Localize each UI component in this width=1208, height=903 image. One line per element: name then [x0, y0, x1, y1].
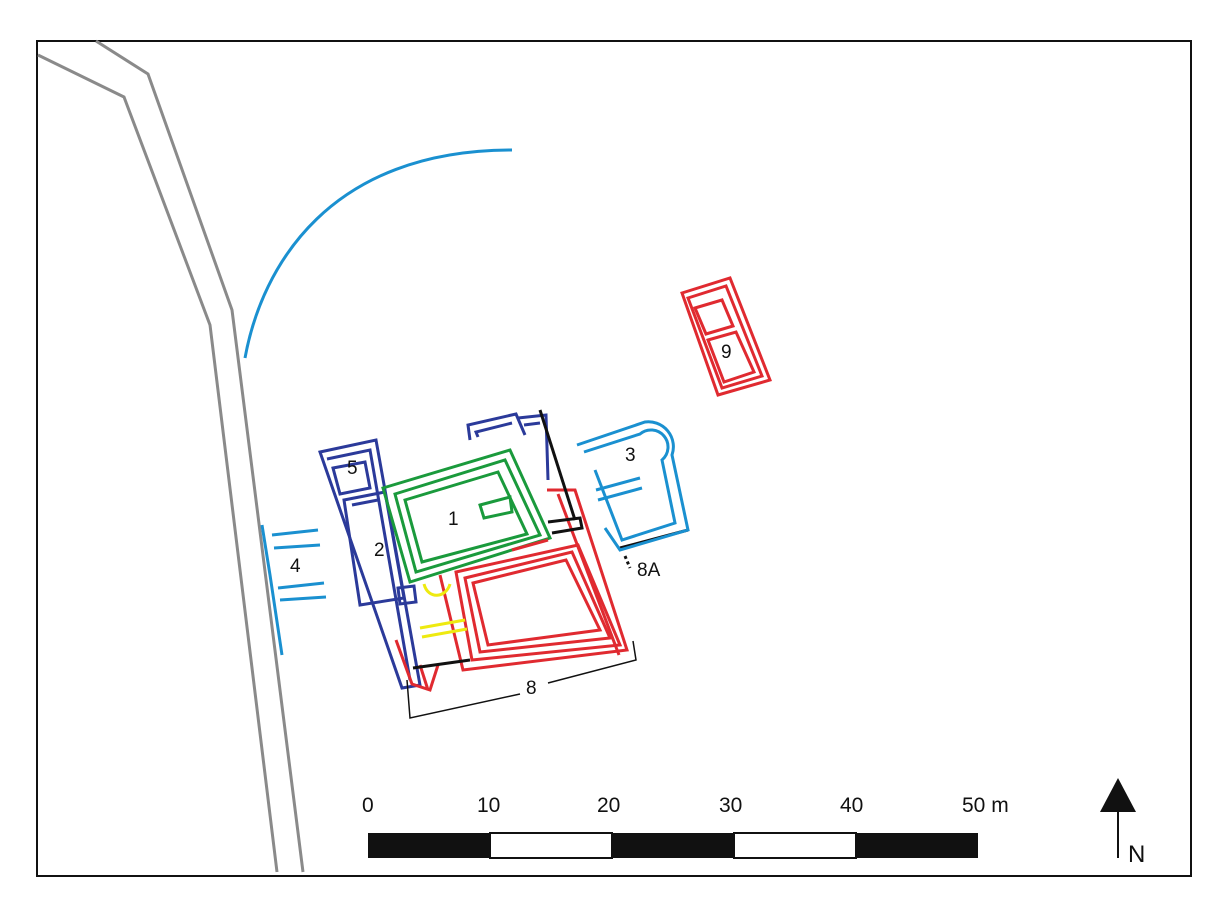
structure-2-5-walls: [318, 412, 550, 690]
scale-tick-0: 0: [362, 794, 374, 817]
scale-tick-10: 10: [477, 794, 500, 817]
arc-wall: [243, 148, 513, 359]
scale-tick-30: 30: [719, 794, 742, 817]
north-arrow-icon: [1100, 778, 1136, 858]
label-structure-5: 5: [347, 458, 358, 479]
label-structure-8: 8: [526, 678, 537, 699]
scale-segment-2: [489, 832, 613, 859]
scale-tick-20: 20: [597, 794, 620, 817]
label-structure-1: 1: [448, 509, 459, 530]
scale-segment-1: [368, 833, 490, 858]
wall-8a-dotted: [623, 555, 632, 569]
scale-segment-3: [612, 833, 734, 858]
label-structure-8a: 8A: [637, 560, 661, 581]
scale-tick-40: 40: [840, 794, 863, 817]
scale-tick-50: 50 m: [962, 794, 1009, 817]
structure-1: [381, 448, 553, 584]
scale-segment-5: [856, 833, 978, 858]
scale-segment-4: [733, 832, 857, 859]
structure-3: [576, 420, 690, 552]
north-label: N: [1128, 841, 1145, 868]
yellow-features: [419, 583, 468, 639]
label-structure-3: 3: [625, 445, 636, 466]
road: [37, 39, 305, 873]
structure-9: [680, 276, 772, 397]
label-structure-4: 4: [290, 556, 301, 577]
structure-8-bracket: [406, 640, 637, 719]
structure-8: [394, 488, 629, 692]
label-structure-9: 9: [721, 342, 732, 363]
structure-4: [260, 524, 327, 656]
map-frame: [36, 40, 1192, 877]
label-structure-2: 2: [374, 540, 385, 561]
scale-bar: 0 10 20 30 40 50 m: [362, 794, 1009, 859]
